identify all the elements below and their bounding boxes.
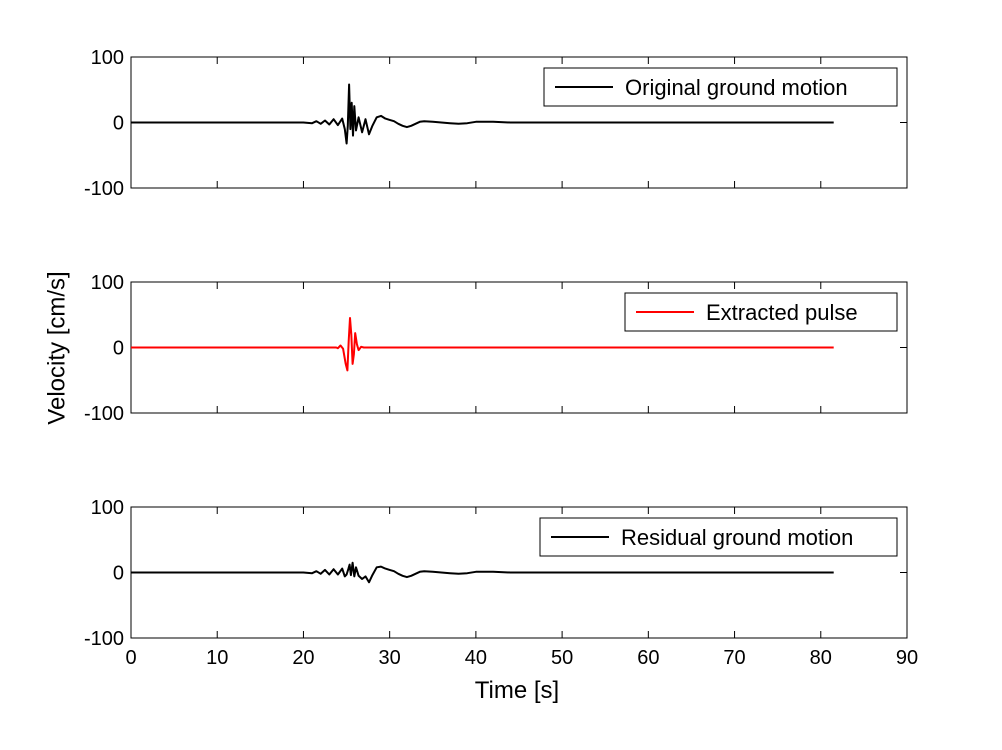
- x-tick-label: 30: [379, 647, 401, 669]
- y-tick-label: -100: [84, 403, 124, 425]
- series-line-3: [131, 561, 834, 584]
- legend: Residual ground motion: [539, 517, 898, 557]
- x-tick-label: 80: [810, 647, 832, 669]
- legend-label: Residual ground motion: [621, 525, 853, 550]
- y-axis-title: Velocity [cm/s]: [43, 271, 70, 424]
- y-tick-label: 100: [91, 47, 124, 69]
- y-tick-label: 0: [113, 338, 124, 360]
- y-tick-label: -100: [84, 178, 124, 200]
- subplot-1: 100 0 -100 Original ground motion: [84, 47, 908, 200]
- legend: Original ground motion: [543, 67, 898, 107]
- x-axis-title: Time [s]: [475, 677, 559, 704]
- x-tick-label: 90: [896, 647, 918, 669]
- legend-label: Extracted pulse: [706, 300, 858, 325]
- y-tick-label: -100: [84, 628, 124, 650]
- y-tick-label: 100: [91, 272, 124, 294]
- series-line-2: [131, 317, 834, 372]
- series-line-1: [131, 83, 834, 145]
- x-tick-label: 60: [637, 647, 659, 669]
- subplot-2: 100 0 -100 Extracted pulse: [84, 272, 908, 425]
- x-tick-label: 20: [292, 647, 314, 669]
- y-tick-label: 0: [113, 113, 124, 135]
- legend: Extracted pulse: [624, 292, 898, 332]
- x-tick-label: 70: [723, 647, 745, 669]
- x-tick-label: 0: [125, 647, 136, 669]
- legend-label: Original ground motion: [625, 75, 848, 100]
- x-tick-label: 10: [206, 647, 228, 669]
- y-tick-label: 100: [91, 497, 124, 519]
- x-tick-label: 50: [551, 647, 573, 669]
- y-tick-label: 0: [113, 563, 124, 585]
- x-tick-label: 40: [465, 647, 487, 669]
